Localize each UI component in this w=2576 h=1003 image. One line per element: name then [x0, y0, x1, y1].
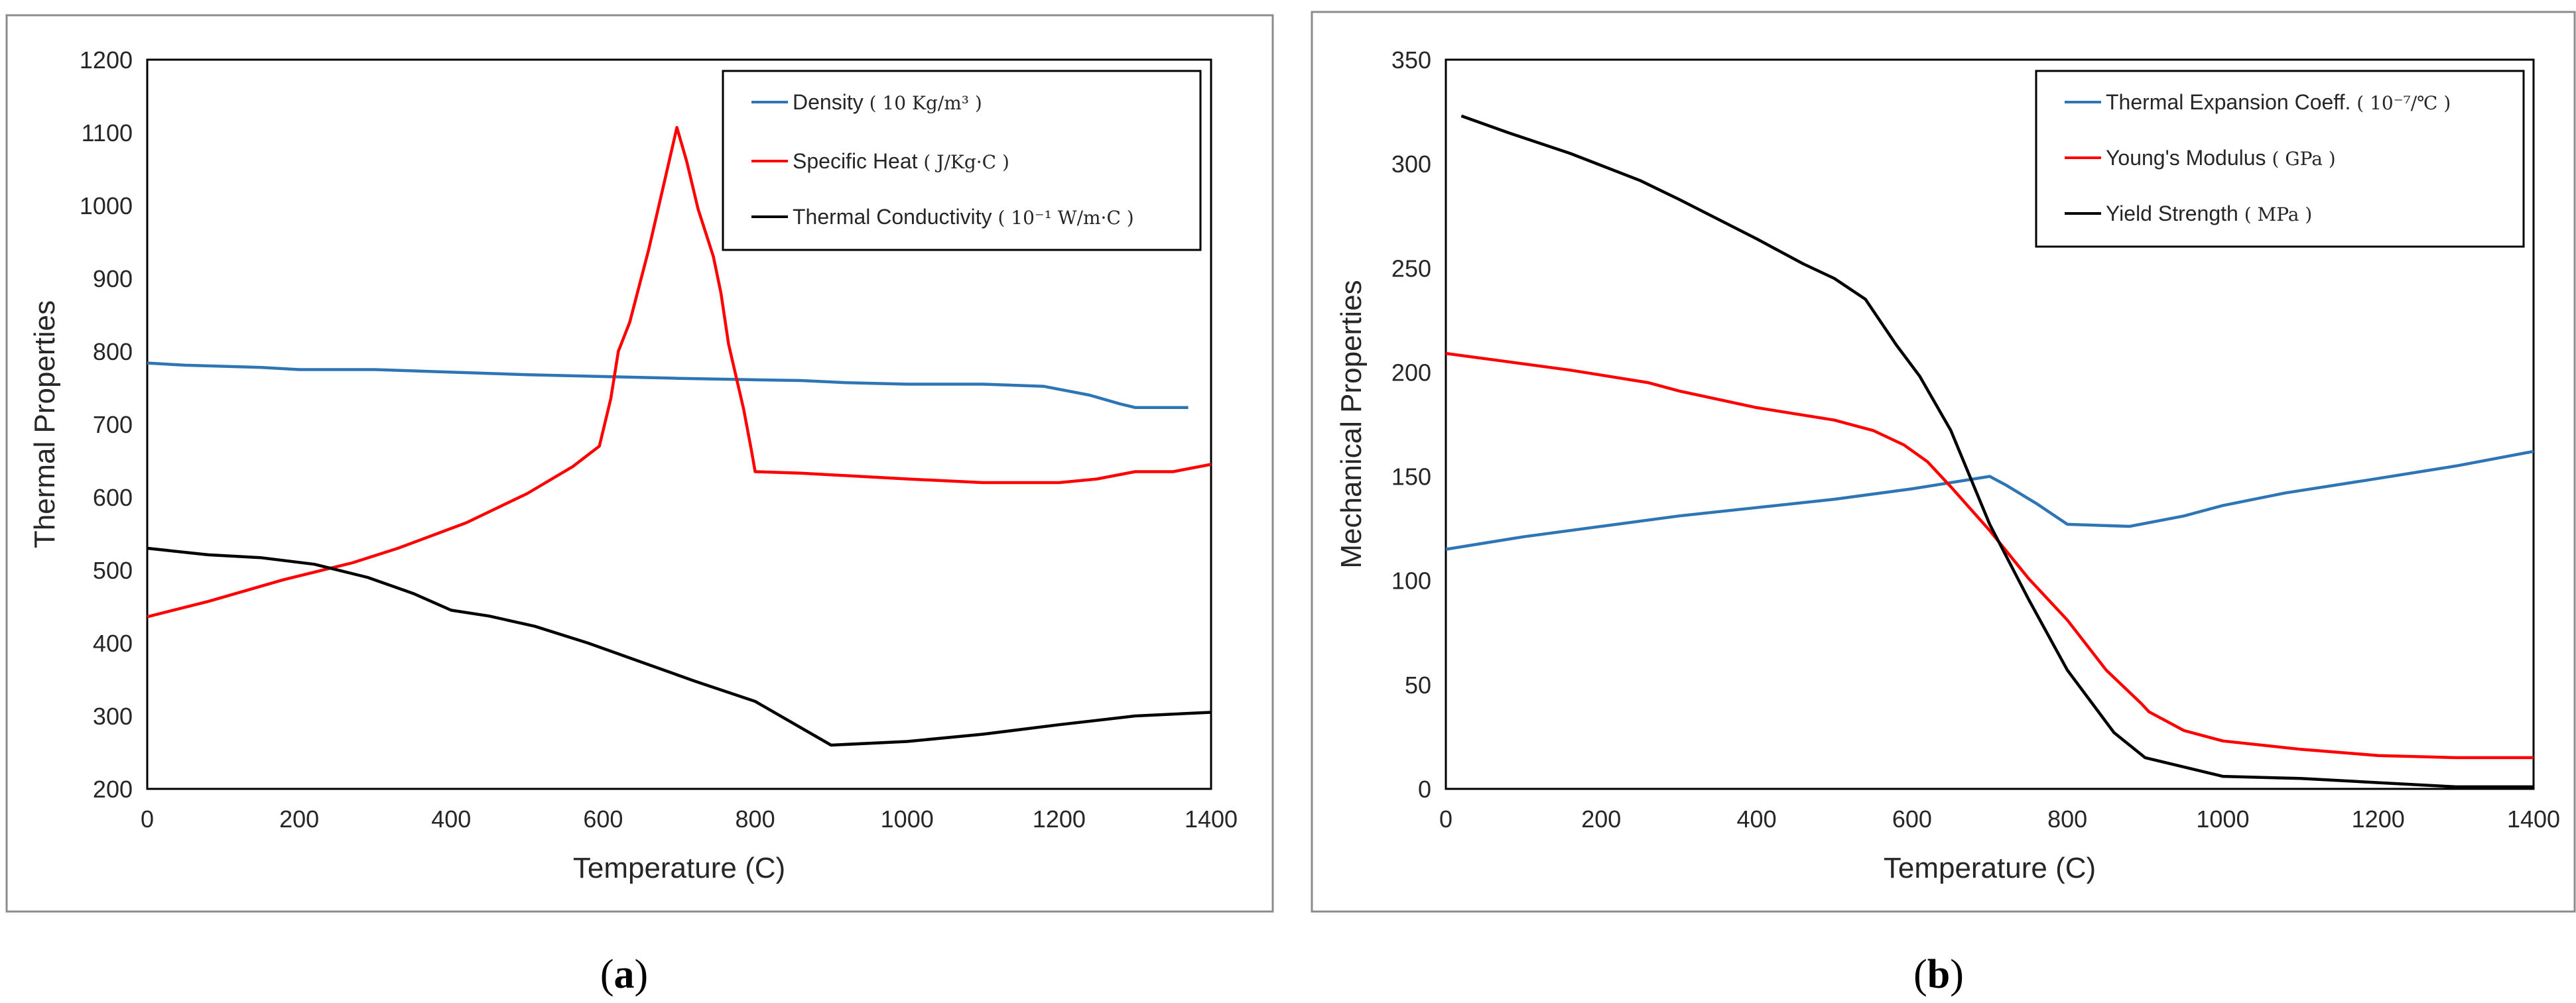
y-tick-label-b-50: 50: [1405, 672, 1431, 699]
legend-label-thermal-conductivity: Thermal Conductivity: [793, 205, 992, 229]
y-tick-label-b-200: 200: [1391, 359, 1431, 386]
series-line-yield-strength: [1460, 114, 2534, 789]
x-axis-title-a: Temperature (C): [573, 852, 785, 884]
legend-a: Density ( 10 Kg/m³ ) Specific Heat ( J/K…: [722, 70, 1202, 251]
y-tick-label-a-700: 700: [93, 411, 133, 438]
legend-box-a: [722, 70, 1202, 251]
x-tick-label-a-400: 400: [431, 805, 471, 833]
y-tick-label-a-600: 600: [93, 484, 133, 511]
x-axis-title-b: Temperature (C): [1884, 852, 2096, 884]
y-tick-label-b-0: 0: [1418, 776, 1431, 803]
y-tick-labels-a: 200 300 400 500 600 700 800 900 1000 1100 1200: [80, 46, 133, 803]
series-line-thermal-expansion-coeff: [1445, 449, 2534, 551]
legend-unit-thermal-expansion: ( 10⁻⁷/℃ ): [2356, 92, 2451, 114]
y-tick-label-b-350: 350: [1391, 46, 1431, 74]
x-tick-label-b-1400: 1400: [2507, 805, 2560, 833]
series-lines-a: [147, 126, 1212, 747]
legend-entry-yield-strength: Yield Strength ( MPa ): [2106, 202, 2312, 225]
legend-entry-youngs-modulus: Young's Modulus ( GPa ): [2106, 146, 2336, 170]
legend-label-density: Density: [793, 90, 864, 114]
plot-area-b: [1445, 58, 2535, 790]
y-axis-title-a: Thermal Properties: [29, 300, 61, 548]
x-tick-label-b-0: 0: [1439, 805, 1452, 833]
panel-label-a-letter: a: [614, 952, 635, 997]
y-tick-label-a-200: 200: [93, 776, 133, 803]
legend-entry-thermal-conductivity: Thermal Conductivity ( 10⁻¹ W/m·C ): [793, 205, 1134, 229]
legend-label-yield-strength: Yield Strength: [2106, 202, 2238, 225]
legend-unit-yield-strength: ( MPa ): [2244, 204, 2313, 225]
y-tick-label-a-1200: 1200: [80, 46, 133, 74]
y-tick-label-a-1000: 1000: [80, 192, 133, 219]
panel-label-b: (b): [1913, 952, 1964, 997]
y-tick-label-b-150: 150: [1391, 463, 1431, 491]
x-tick-label-b-800: 800: [2047, 805, 2087, 833]
y-tick-label-a-800: 800: [93, 338, 133, 365]
x-tick-label-b-1200: 1200: [2352, 805, 2405, 833]
x-tick-label-a-600: 600: [583, 805, 623, 833]
y-tick-label-b-250: 250: [1391, 255, 1431, 282]
x-tick-label-b-1000: 1000: [2196, 805, 2249, 833]
legend-label-specific-heat: Specific Heat: [793, 149, 918, 173]
series-lines-b: [1445, 114, 2534, 789]
x-tick-labels-a: 0 200 400 600 800 1000 1200 1400: [141, 805, 1238, 833]
legend-entry-thermal-expansion: Thermal Expansion Coeff. ( 10⁻⁷/℃ ): [2106, 90, 2451, 114]
chart-panel-b: 0 50 100 150 200 250 300 350 0 200 400 600 800 1000 1…: [1311, 11, 2576, 913]
y-tick-labels-b: 0 50 100 150 200 250 300 350: [1391, 46, 1431, 803]
y-tick-label-b-300: 300: [1391, 150, 1431, 178]
x-tick-label-b-400: 400: [1737, 805, 1777, 833]
legend-unit-thermal-conductivity: ( 10⁻¹ W/m·C ): [998, 207, 1133, 229]
x-tick-label-b-600: 600: [1892, 805, 1932, 833]
y-tick-label-a-500: 500: [93, 557, 133, 584]
panel-label-a: (a): [600, 952, 648, 997]
x-tick-label-a-1200: 1200: [1033, 805, 1086, 833]
x-tick-label-a-0: 0: [141, 805, 154, 833]
legend-label-thermal-expansion: Thermal Expansion Coeff.: [2106, 90, 2351, 114]
legend-b: Thermal Expansion Coeff. ( 10⁻⁷/℃ ) Youn…: [2035, 70, 2525, 248]
legend-entry-density: Density ( 10 Kg/m³ ): [793, 90, 982, 114]
x-tick-label-a-200: 200: [279, 805, 319, 833]
x-tick-label-a-1000: 1000: [881, 805, 934, 833]
legend-unit-density: ( 10 Kg/m³ ): [869, 92, 982, 114]
series-line-density: [147, 361, 1189, 409]
y-tick-label-b-100: 100: [1391, 567, 1431, 595]
x-tick-label-a-800: 800: [736, 805, 775, 833]
legend-label-youngs-modulus: Young's Modulus: [2106, 146, 2266, 170]
legend-unit-youngs-modulus: ( GPa ): [2272, 148, 2335, 170]
panel-label-b-letter: b: [1927, 952, 1950, 997]
y-tick-label-a-900: 900: [93, 265, 133, 292]
series-line-specific-heat: [147, 126, 1212, 619]
y-tick-label-a-300: 300: [93, 703, 133, 730]
y-axis-title-b: Mechanical Properties: [1335, 280, 1368, 568]
y-tick-label-a-1100: 1100: [82, 119, 133, 147]
legend-entry-specific-heat: Specific Heat ( J/Kg·C ): [793, 149, 1009, 173]
series-line-young-s-modulus: [1445, 351, 2534, 760]
chart-panel-a: 200 300 400 500 600 700 800 900 1000 1100 1200 0 20…: [5, 14, 1274, 913]
series-line-thermal-conductivity: [147, 546, 1212, 747]
x-tick-labels-b: 0 200 400 600 800 1000 1200 1400: [1439, 805, 2560, 833]
legend-box-b: [2035, 70, 2525, 248]
y-tick-label-a-400: 400: [93, 630, 133, 657]
legend-unit-specific-heat: ( J/Kg·C ): [923, 151, 1009, 173]
x-tick-label-b-200: 200: [1581, 805, 1621, 833]
plot-area-a: [146, 58, 1212, 790]
x-tick-label-a-1400: 1400: [1185, 805, 1238, 833]
